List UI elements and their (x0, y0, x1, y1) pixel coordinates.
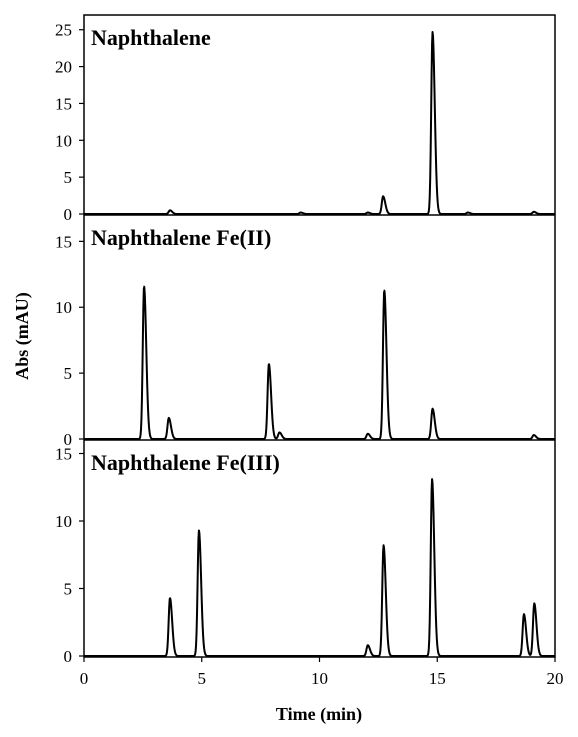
peak-point (467, 211, 469, 214)
y-tick-label: 10 (55, 131, 72, 150)
peak-point (300, 211, 302, 214)
panel-1: 0 5 10 15 20 25 Naphthalene (55, 21, 556, 224)
plot-frame (83, 14, 556, 658)
peak-point (533, 211, 535, 213)
y-tick-label: 5 (64, 168, 73, 187)
y-tick-label: 5 (64, 580, 73, 599)
panel-title: Naphthalene (91, 25, 211, 50)
y-tick-label: 25 (55, 21, 72, 40)
panel-title: Naphthalene Fe(III) (91, 450, 280, 475)
y-tick-label: 15 (55, 232, 72, 251)
peak-point (431, 478, 433, 480)
peak-point (143, 285, 145, 287)
y-tick-label: 0 (64, 430, 73, 449)
y-tick-label: 0 (64, 205, 73, 224)
y-tick-label: 10 (55, 298, 72, 317)
x-axis-title: Time (min) (276, 704, 362, 725)
peak-point (367, 433, 369, 435)
peak-point (198, 529, 200, 532)
y-tick-label: 5 (64, 364, 73, 383)
x-tick-label: 20 (547, 669, 564, 688)
y-tick-label: 20 (55, 58, 72, 77)
x-tick-label: 15 (429, 669, 446, 688)
x-tick-label: 10 (311, 669, 328, 688)
peak-point (268, 363, 270, 365)
peak-point (367, 644, 369, 646)
peak-point (431, 31, 434, 33)
chromatogram-trace-3 (83, 478, 556, 657)
chromatogram-trace-2 (83, 286, 556, 440)
panel-3: 0 5 10 15 Naphthalene Fe(III) (55, 445, 556, 666)
peak-point (367, 211, 369, 214)
peak-point (431, 408, 434, 410)
chromatogram-trace-1 (83, 30, 556, 215)
peak-point (383, 289, 385, 291)
peak-point (168, 417, 170, 419)
peak-point (533, 602, 535, 604)
x-tick-label: 0 (80, 669, 89, 688)
peak-point (382, 195, 384, 197)
peak-point (169, 597, 171, 599)
x-axis: 0 5 10 15 20 (80, 657, 564, 688)
y-tick-label: 0 (64, 647, 73, 666)
peak-point (169, 209, 171, 211)
y-tick-label: 10 (55, 512, 72, 531)
peak-point (278, 431, 281, 434)
peak-point (382, 544, 385, 546)
peak-point (523, 613, 525, 615)
y-tick-label: 15 (55, 94, 72, 113)
y-axis-title: Abs (mAU) (12, 292, 33, 380)
peak-point (533, 434, 535, 436)
x-tick-label: 5 (198, 669, 207, 688)
panel-2: 0 5 10 15 Naphthalene Fe(II) (55, 225, 556, 449)
chart-panels: 0 5 10 15 20 25 Naphthalene 0 5 10 15 Naphthalene F… (55, 21, 556, 666)
y-tick-label: 15 (55, 445, 72, 464)
panel-title: Naphthalene Fe(II) (91, 225, 271, 250)
